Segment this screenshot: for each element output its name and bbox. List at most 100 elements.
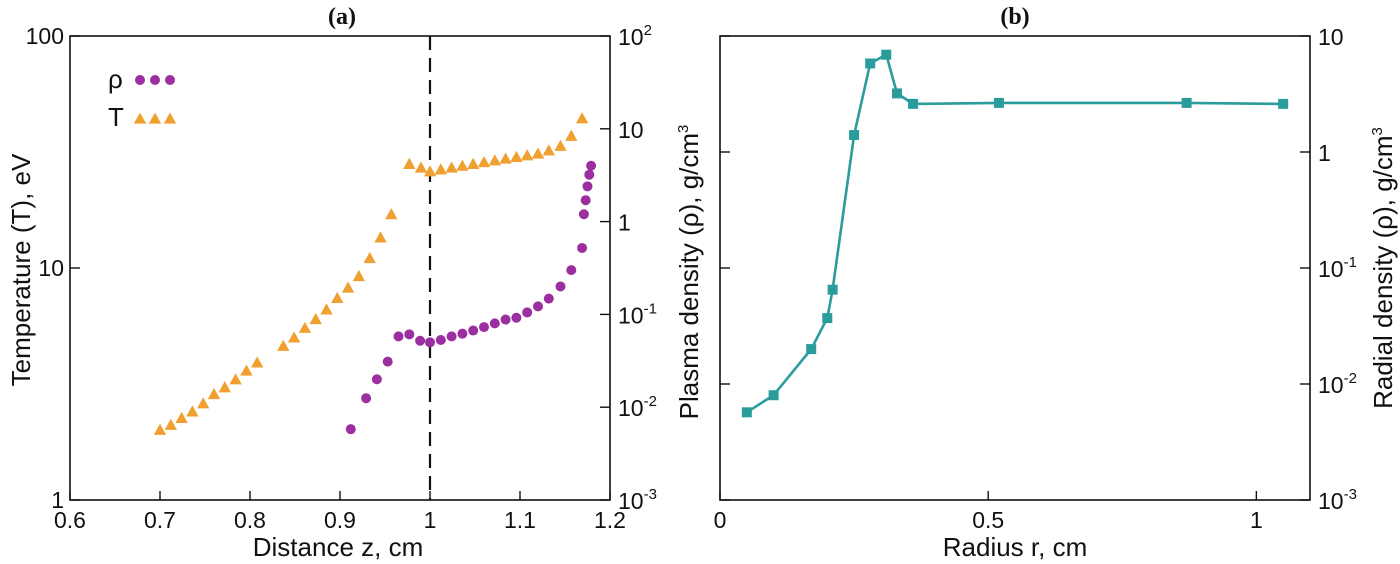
panel-b-x-tick-label: 0.5 xyxy=(972,507,1004,533)
panel-a-right-axis-label-main: Plasma density (ρ), g/cm xyxy=(674,133,704,419)
temperature-point xyxy=(445,161,458,173)
panel-a-right-axis-label: Plasma density (ρ), g/cm3 xyxy=(674,125,704,420)
density-point xyxy=(479,322,489,333)
panel-a-right-tick-label-base: 10 xyxy=(618,302,644,328)
panel-b-right-tick-label-base: 10 xyxy=(1318,372,1344,398)
legend-t-marker xyxy=(163,112,177,124)
panel-b-right-tick-label-base: 10 xyxy=(1318,24,1344,50)
legend-rho-marker xyxy=(150,75,160,85)
temperature-point xyxy=(575,112,589,124)
density-point xyxy=(435,334,446,345)
panel-b-right-tick-label-exp: -1 xyxy=(1344,254,1357,271)
panel-a-left-ticks: 1 10 100 xyxy=(26,23,80,513)
panel-b-right-tick-label-exp: -2 xyxy=(1344,370,1357,387)
panel-a-x-tick-label: 0.6 xyxy=(54,507,86,533)
density-point xyxy=(415,335,426,346)
panel-a-x-tick-label: 1.2 xyxy=(594,507,626,533)
panel-a-right-tick-label: 10 xyxy=(618,117,644,143)
panel-b-x-axis-label: Radius r, cm xyxy=(943,532,1088,562)
temperature-point xyxy=(414,161,428,173)
panel-b-right-tick-label: 10-3 xyxy=(1318,486,1357,514)
temperature-point xyxy=(403,157,416,169)
density-point xyxy=(361,393,372,404)
temperature-point xyxy=(554,139,567,151)
panel-a-right-tick-label-exp: 2 xyxy=(644,22,652,39)
density-point xyxy=(543,293,554,304)
panel-a-label: (a) xyxy=(328,4,356,30)
panel-a-right-tick-label-base: 10 xyxy=(618,24,644,50)
panel-a-x-tick-label: 0.9 xyxy=(324,507,356,533)
density-point xyxy=(578,209,589,220)
panel-a-right-tick-label: 102 xyxy=(618,22,652,50)
panel-a-right-tick-label: 1 xyxy=(618,210,631,236)
density-point xyxy=(584,169,595,180)
density-point xyxy=(404,329,415,340)
panel-a-right-tick-label: 10-2 xyxy=(618,393,657,421)
legend-t-marker xyxy=(133,112,147,124)
panel-b-frame xyxy=(719,35,1311,501)
density-point xyxy=(457,328,468,339)
panel-b-right-tick-label-base: 10 xyxy=(1318,256,1344,282)
density-point xyxy=(345,424,356,435)
temperature-point xyxy=(467,157,480,169)
temperature-point xyxy=(565,129,578,141)
panel-a-left-tick-label: 10 xyxy=(38,255,64,281)
temperature-point xyxy=(521,149,534,161)
legend: ρ T xyxy=(108,64,177,132)
panel-a-x-tick-label: 0.8 xyxy=(234,507,266,533)
panel-a-right-tick-label-base: 1 xyxy=(618,210,631,236)
radial-density-point xyxy=(865,58,876,69)
temperature-point xyxy=(287,331,301,343)
panel-a-right-tick-label-base: 10 xyxy=(618,117,644,143)
density-point xyxy=(533,301,543,312)
temperature-point xyxy=(186,405,199,417)
radial-density-point xyxy=(993,97,1004,108)
density-point xyxy=(580,195,591,206)
temperature-point xyxy=(229,373,242,385)
density-point xyxy=(582,181,593,192)
temperature-point xyxy=(218,381,231,393)
radial-density-point xyxy=(881,49,892,60)
density-point xyxy=(566,265,577,276)
temperature-point xyxy=(175,411,188,423)
legend-t-marker xyxy=(148,112,162,124)
legend-rho-marker xyxy=(135,75,145,85)
legend-markers-t xyxy=(133,112,177,124)
temperature-point xyxy=(385,208,398,220)
panel-a-right-tick-label-exp: -1 xyxy=(644,300,657,317)
panel-a-left-tick-label: 1 xyxy=(51,487,64,513)
radial-density-point xyxy=(768,390,779,401)
density-point xyxy=(468,325,479,336)
temperature-point xyxy=(488,154,501,166)
temperature-point xyxy=(240,364,253,376)
panel-b-x-tick-label: 0 xyxy=(714,507,727,533)
density-point xyxy=(393,331,404,342)
temperature-point xyxy=(251,356,264,368)
panel-b-x-ticks: 0 0.5 1 xyxy=(714,491,1263,533)
temperature-point xyxy=(531,147,545,159)
temperature-point xyxy=(374,231,387,243)
legend-markers-rho xyxy=(135,75,175,85)
radial-density-point xyxy=(892,88,902,99)
density-point xyxy=(555,281,566,292)
density-point xyxy=(500,314,511,325)
panel-a-data-points xyxy=(153,112,597,435)
panel-a-x-tick-label: 1 xyxy=(424,507,437,533)
panel-a-right-tick-label-exp: -3 xyxy=(644,486,657,503)
panel-b-right-axis-label: Radial density (ρ), g/cm3 xyxy=(1368,127,1398,409)
density-point xyxy=(577,242,588,253)
panel-b-right-tick-label: 10-1 xyxy=(1318,254,1357,282)
panel-a-right-tick-label-base: 10 xyxy=(618,395,644,421)
panel-b-right-tick-label: 10 xyxy=(1318,24,1344,50)
legend-label-t: T xyxy=(108,102,124,132)
temperature-point xyxy=(423,165,437,177)
radial-density-point xyxy=(827,284,838,295)
panel-b-right-tick-label: 10-2 xyxy=(1318,370,1357,398)
temperature-point xyxy=(153,423,167,435)
radial-density-line xyxy=(746,52,1284,414)
panel-a-x-ticks: 0.6 0.7 0.8 0.9 1 1.1 1.2 xyxy=(54,491,626,533)
density-point xyxy=(586,160,597,171)
density-point xyxy=(446,331,457,342)
panel-a-right-axis-label-sup: 3 xyxy=(675,125,692,133)
